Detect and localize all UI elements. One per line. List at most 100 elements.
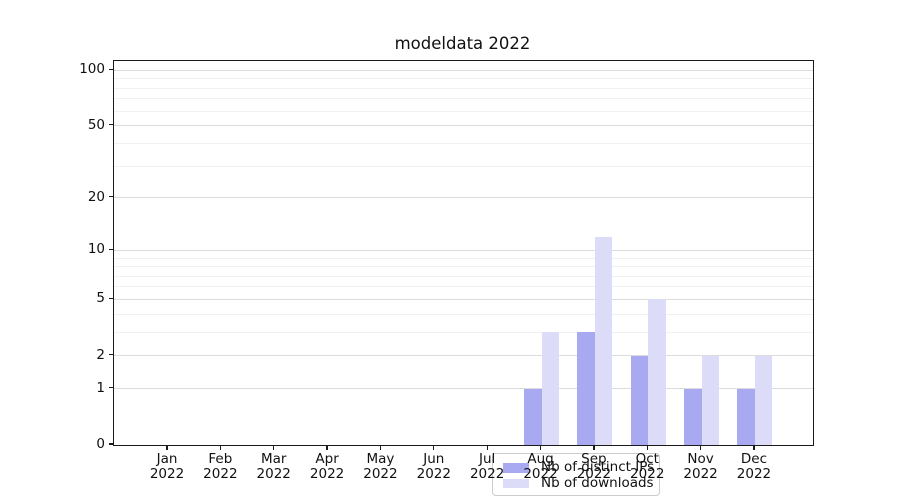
- gridline-minor: [114, 165, 813, 167]
- y-tick-label: 50: [87, 116, 105, 133]
- bar-downloads: [541, 332, 560, 445]
- plot-area: Nb of distinct IPs Nb of downloads: [113, 60, 814, 496]
- x-tick-month: Nov: [687, 451, 714, 467]
- y-tick-label: 10: [87, 241, 105, 258]
- x-tick-month: Aug: [527, 451, 554, 467]
- y-tick-mark: [109, 124, 113, 126]
- x-tick-month: Jul: [479, 451, 496, 467]
- x-tick-mark: [166, 445, 168, 450]
- legend-swatch: [503, 463, 529, 473]
- x-tick-month: Mar: [260, 451, 287, 467]
- bar-distinct-ips: [524, 388, 542, 445]
- gridline-major: [114, 298, 813, 300]
- bar-downloads: [754, 355, 773, 445]
- legend-swatch: [503, 478, 529, 488]
- x-tick-month: Jan: [156, 451, 178, 467]
- gridline-major: [114, 69, 813, 71]
- y-tick-mark: [109, 196, 113, 198]
- y-tick-label: 5: [96, 290, 105, 307]
- x-tick-label: Mar 2022: [239, 452, 309, 482]
- y-tick-label: 100: [79, 61, 105, 78]
- bar-distinct-ips: [630, 355, 649, 445]
- legend-item: Nb of distinct IPs: [503, 459, 654, 476]
- x-tick-mark: [326, 445, 328, 450]
- gridline-minor: [114, 257, 813, 259]
- gridline-major: [114, 125, 813, 127]
- gridline-minor: [114, 110, 813, 112]
- x-tick-month: May: [366, 451, 395, 467]
- x-tick-label: Sep 2022: [559, 452, 629, 482]
- gridline-minor: [114, 286, 813, 288]
- bar-downloads: [648, 299, 666, 445]
- x-tick-month: Dec: [740, 451, 768, 467]
- x-tick-label: Oct 2022: [612, 452, 682, 482]
- x-tick-mark: [273, 445, 275, 450]
- y-tick-mark: [109, 387, 113, 389]
- x-tick-year: 2022: [256, 466, 291, 482]
- y-tick-mark: [109, 354, 113, 356]
- x-tick-year: 2022: [683, 466, 718, 482]
- x-tick-mark: [593, 445, 595, 450]
- x-tick-mark: [486, 445, 488, 450]
- x-tick-year: 2022: [149, 466, 185, 482]
- bar-distinct-ips: [737, 388, 755, 445]
- x-tick-year: 2022: [203, 466, 238, 482]
- gridline-minor: [114, 78, 813, 80]
- y-tick-label: 20: [87, 188, 105, 205]
- gridline-minor: [114, 331, 813, 333]
- y-tick-mark: [109, 443, 113, 445]
- gridline-major: [114, 388, 813, 390]
- bar-distinct-ips: [684, 388, 702, 445]
- gridline-minor: [114, 275, 813, 277]
- legend-label: Nb of downloads: [541, 474, 654, 491]
- bar-distinct-ips: [577, 332, 595, 445]
- bar-downloads: [594, 236, 613, 445]
- y-tick-mark: [109, 297, 113, 300]
- bar-downloads: [701, 355, 720, 445]
- x-tick-label: Feb 2022: [185, 452, 255, 482]
- x-tick-mark: [219, 445, 222, 450]
- y-tick-mark: [109, 68, 113, 70]
- x-tick-year: 2022: [416, 466, 451, 482]
- x-tick-month: Apr: [315, 451, 339, 467]
- x-tick-label: Jan 2022: [132, 452, 202, 482]
- legend-item: Nb of downloads: [503, 475, 654, 492]
- x-tick-label: Nov 2022: [666, 452, 736, 482]
- x-tick-label: Aug 2022: [506, 452, 576, 482]
- gridline-minor: [114, 98, 813, 100]
- x-tick-month: Sep: [581, 451, 607, 467]
- y-tick-label: 2: [96, 346, 105, 363]
- x-tick-year: 2022: [523, 466, 558, 482]
- x-tick-mark: [433, 445, 435, 450]
- x-tick-year: 2022: [630, 466, 665, 482]
- gridline-minor: [114, 313, 813, 315]
- gridline-major: [114, 197, 813, 199]
- x-tick-mark: [379, 445, 382, 450]
- x-tick-year: 2022: [576, 466, 612, 482]
- gridline-major: [114, 355, 813, 357]
- x-tick-label: Dec 2022: [719, 452, 789, 482]
- y-tick-label: 1: [96, 379, 105, 396]
- x-tick-label: Apr 2022: [292, 452, 362, 482]
- x-tick-month: Jun: [423, 451, 445, 467]
- gridline-minor: [114, 87, 813, 89]
- legend-label: Nb of distinct IPs: [541, 459, 655, 475]
- x-tick-mark: [539, 445, 542, 450]
- x-tick-mark: [753, 445, 755, 450]
- x-tick-label: Jul 2022: [452, 452, 522, 482]
- y-tick-mark: [109, 248, 113, 250]
- x-tick-label: May 2022: [345, 452, 415, 482]
- chart-title: modeldata 2022: [394, 34, 531, 53]
- x-tick-month: Oct: [635, 451, 659, 467]
- gridline-minor: [114, 266, 813, 268]
- x-tick-mark: [700, 445, 702, 450]
- x-tick-year: 2022: [363, 466, 398, 482]
- x-tick-year: 2022: [736, 466, 772, 482]
- y-tick-label: 0: [96, 436, 105, 452]
- x-tick-label: Jun 2022: [399, 452, 469, 482]
- x-tick-year: 2022: [309, 466, 345, 482]
- gridline-minor: [114, 142, 813, 144]
- x-tick-mark: [646, 445, 648, 450]
- legend: Nb of distinct IPs Nb of downloads: [492, 453, 660, 496]
